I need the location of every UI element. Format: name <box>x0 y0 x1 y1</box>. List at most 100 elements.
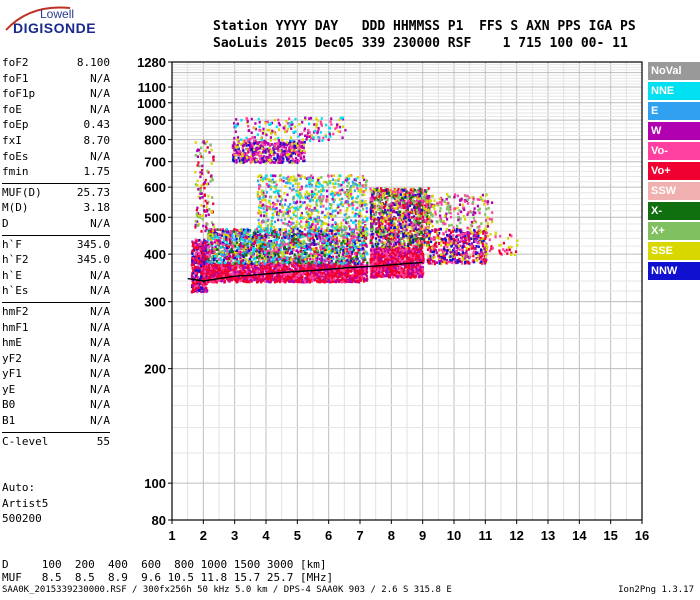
echo-point <box>307 226 310 230</box>
echo-point <box>362 228 365 231</box>
echo-point <box>346 207 349 211</box>
echo-point <box>360 188 363 191</box>
echo-point <box>241 242 244 246</box>
echo-point <box>345 232 348 235</box>
echo-point <box>316 216 319 219</box>
echo-point <box>259 197 262 200</box>
echo-point <box>356 269 359 273</box>
echo-point <box>362 270 365 273</box>
echo-point <box>312 256 315 259</box>
echo-point <box>346 269 349 272</box>
echo-point <box>302 235 305 238</box>
echo-point <box>232 273 235 276</box>
echo-point <box>290 230 294 234</box>
echo-point <box>210 267 213 270</box>
echo-point <box>225 277 228 281</box>
echo-point <box>287 223 290 227</box>
echo-point <box>315 243 318 246</box>
echo-point <box>285 177 288 180</box>
echo-point <box>203 288 206 291</box>
echo-point <box>343 228 346 232</box>
echo-point <box>305 271 309 275</box>
echo-point <box>349 261 352 264</box>
echo-point <box>275 247 278 251</box>
echo-point <box>347 194 350 197</box>
echo-point <box>266 224 270 227</box>
echo-point <box>229 231 232 235</box>
echo-point <box>266 219 269 222</box>
echo-point <box>308 262 311 266</box>
echo-point <box>194 283 198 286</box>
echo-point <box>195 280 199 284</box>
echo-point <box>288 180 291 184</box>
echo-point <box>235 262 238 265</box>
y-tick-label: 800 <box>144 133 166 148</box>
echo-point <box>294 242 298 245</box>
echo-point <box>299 242 302 245</box>
echo-point <box>310 265 313 268</box>
echo-point <box>198 239 201 242</box>
echo-point <box>317 190 320 193</box>
echo-point <box>283 264 286 268</box>
echo-point <box>263 237 266 241</box>
param-row: foF2 8.100 <box>2 56 110 72</box>
echo-point <box>330 249 334 253</box>
echo-point <box>239 229 242 232</box>
echo-point <box>253 256 256 260</box>
echo-point <box>296 272 299 275</box>
echo-point <box>253 235 256 238</box>
echo-point <box>298 255 301 259</box>
echo-point <box>205 265 209 268</box>
echo-point <box>235 257 238 261</box>
echo-point <box>244 229 247 233</box>
echo-point <box>343 279 347 283</box>
echo-point <box>317 226 321 229</box>
echo-point <box>237 255 240 258</box>
echo-point <box>192 242 195 245</box>
echo-point <box>320 256 323 259</box>
echo-point <box>275 274 278 277</box>
echo-point <box>192 288 195 291</box>
echo-point <box>287 237 290 240</box>
echo-point <box>251 255 254 259</box>
echo-point <box>288 246 291 250</box>
echo-point <box>256 254 259 258</box>
echo-point <box>237 271 240 274</box>
echo-point <box>331 245 334 248</box>
param-row: yF1 N/A <box>2 367 110 383</box>
echo-point <box>288 268 292 271</box>
echo-point <box>363 269 366 273</box>
echo-point <box>291 238 294 241</box>
echo-point <box>333 214 336 218</box>
echo-point <box>243 269 246 273</box>
echo-point <box>352 185 355 189</box>
echo-point <box>222 271 225 275</box>
echo-point <box>249 271 252 274</box>
echo-point <box>242 244 245 248</box>
echo-point <box>326 226 329 230</box>
echo-point <box>223 233 226 236</box>
echo-point <box>277 254 280 258</box>
echo-point <box>219 228 222 232</box>
echo-point <box>240 227 243 231</box>
echo-point <box>305 206 308 210</box>
echo-point <box>262 242 265 246</box>
echo-point <box>252 263 255 266</box>
echo-point <box>351 274 354 277</box>
echo-point <box>208 228 211 231</box>
echo-point <box>300 246 303 250</box>
echo-point <box>287 175 290 179</box>
param-value: N/A <box>90 351 110 365</box>
param-value: N/A <box>90 336 110 350</box>
echo-point <box>329 248 332 252</box>
echo-point <box>347 197 350 200</box>
dmuf-muf-row: MUF 8.5 8.5 8.9 9.6 10.5 11.8 15.7 25.7 … <box>2 571 334 584</box>
echo-point <box>227 243 230 246</box>
echo-point <box>220 250 223 253</box>
echo-point <box>341 253 345 257</box>
echo-point <box>286 235 289 238</box>
echo-point <box>211 269 214 272</box>
echo-point <box>287 209 290 212</box>
echo-point <box>243 266 247 269</box>
echo-point <box>257 175 260 178</box>
